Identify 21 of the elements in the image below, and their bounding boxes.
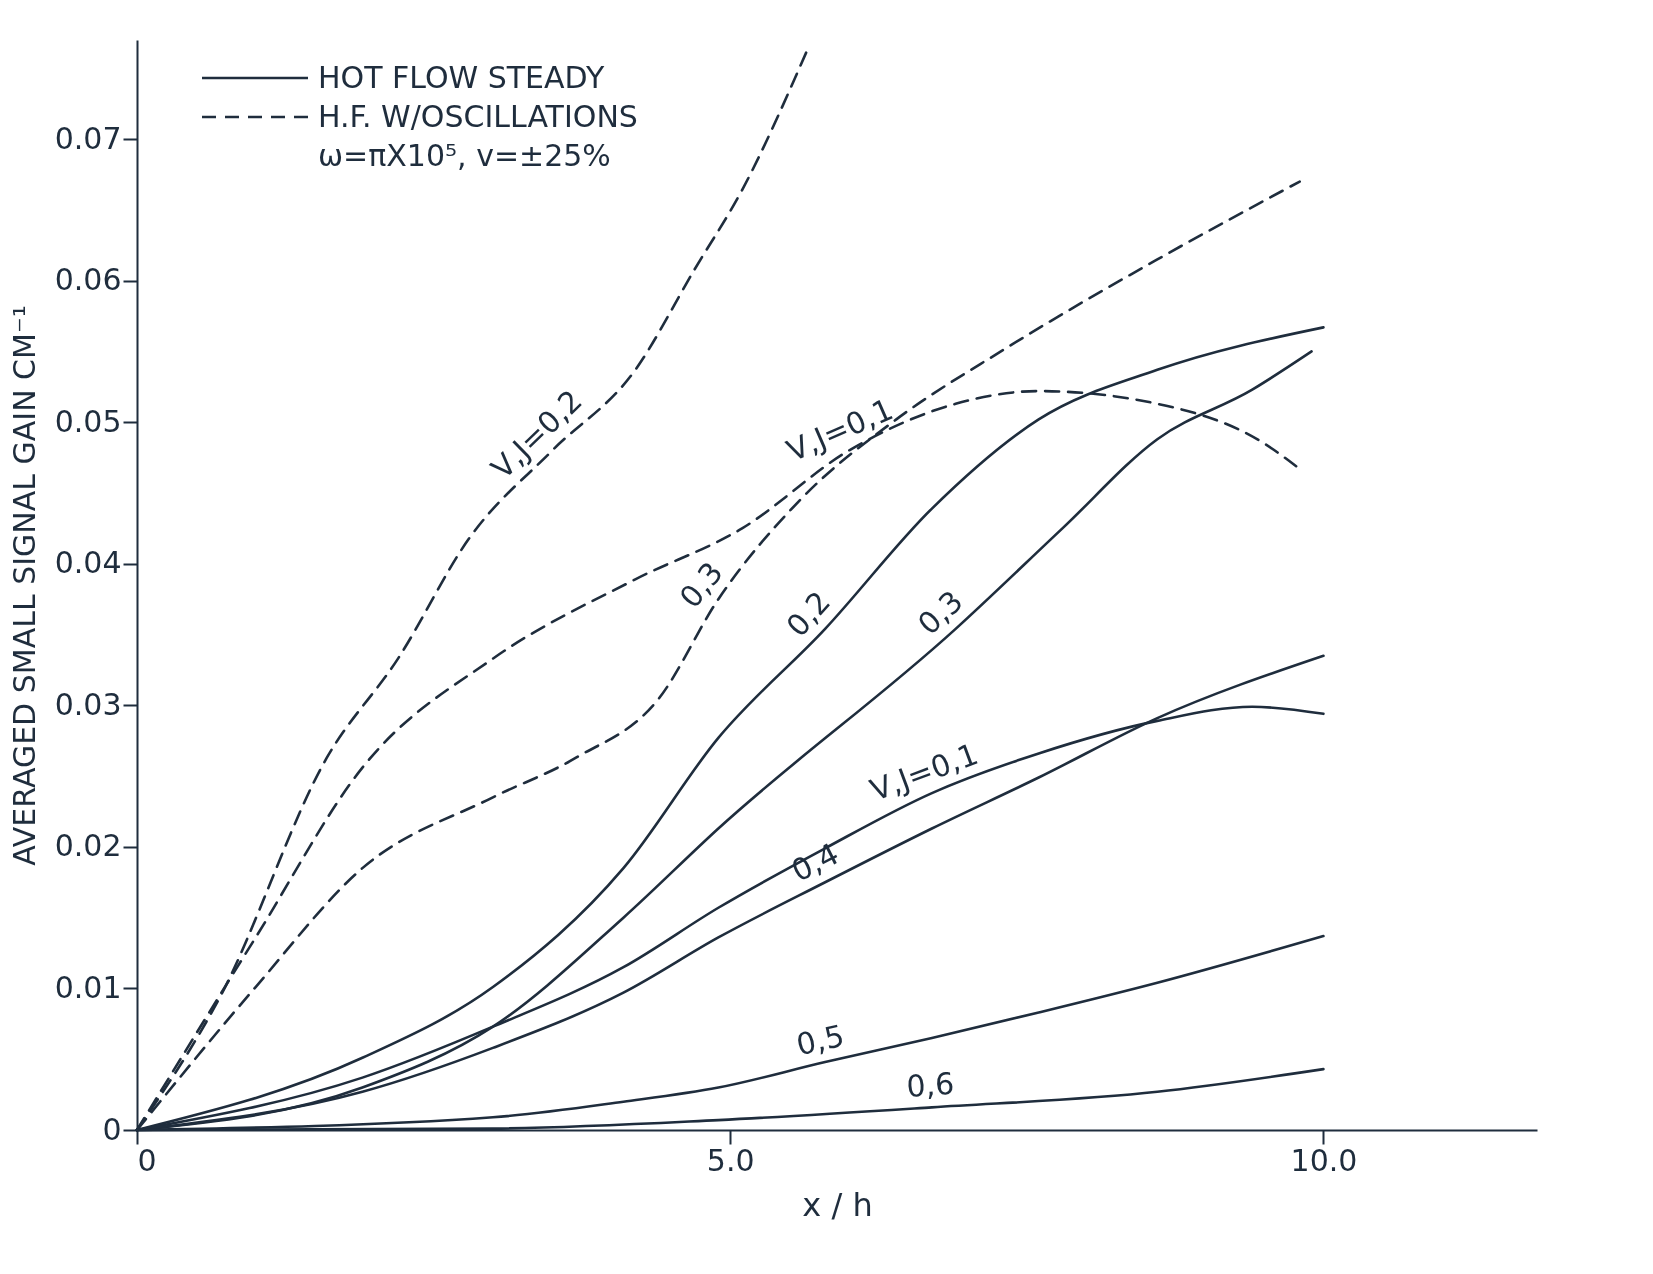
y-tick-label: 0.05 xyxy=(54,403,122,439)
text: 0,3 xyxy=(672,555,730,615)
x-tick-label: 10.0 xyxy=(1290,1142,1358,1178)
y-tick-label: 0 xyxy=(102,1111,122,1147)
y-tick-label: 0.04 xyxy=(54,545,122,581)
y-tick-label: 0.07 xyxy=(54,120,122,156)
y-axis-title: AVERAGED SMALL SIGNAL GAIN CM⁻¹ xyxy=(6,305,42,866)
series-label: 0,6 xyxy=(905,1065,956,1105)
text: 0,3 xyxy=(910,583,970,642)
y-tick-label: 0.06 xyxy=(54,262,122,298)
text: 0,2 xyxy=(779,584,838,644)
annotation: H.F. W/OSCILLATIONS xyxy=(318,99,638,134)
y-tick-label: 0.01 xyxy=(54,969,122,1005)
y-tick-label: 0.03 xyxy=(54,686,122,722)
y-tick-label: 0.02 xyxy=(54,828,122,864)
text: 0,5 xyxy=(793,1017,848,1063)
x-tick-label: 0 xyxy=(137,1142,157,1178)
x-tick-label: 5.0 xyxy=(706,1142,755,1178)
annotation: HOT FLOW STEADY xyxy=(318,60,605,95)
annotation: ω=πX10⁵, v=±25% xyxy=(318,138,611,173)
x-axis-title: x / h xyxy=(802,1185,873,1224)
